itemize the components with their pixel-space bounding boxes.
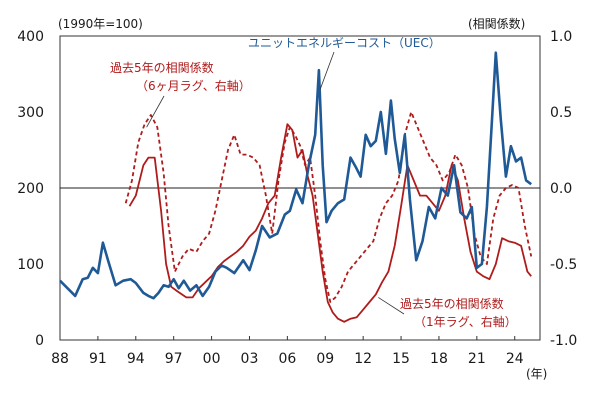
x-axis-tick-label: 09 [316,351,334,367]
annotation-6m-lag-line1: 過去5年の相関係数 [110,60,214,75]
x-axis-tick-label: 91 [89,351,107,367]
annotation-uec: ユニットエネルギーコスト（UEC） [248,36,441,90]
x-axis-tick-label: 03 [241,351,259,367]
right-axis-tick-label: -1.0 [550,333,577,349]
right-axis-tick-label: -0.5 [550,257,577,273]
series-corr-6m-lag-line [124,111,533,303]
x-axis-tick-label: 12 [354,351,372,367]
x-axis-tick-label: 21 [468,351,486,367]
annotation-6m-lag: 過去5年の相関係数 （6ヶ月ラグ、右軸） [110,60,251,128]
x-axis-tick-label: 94 [127,351,145,367]
annotation-1y-lag-line2: （1年ラグ、右軸） [414,314,517,329]
right-axis-tick-label: 0.5 [550,105,572,121]
annotation-6m-lag-leader [146,95,165,128]
left-axis-unit-label: (1990年=100) [58,17,143,31]
annotation-uec-text: ユニットエネルギーコスト（UEC） [248,36,441,50]
x-axis-tick-label: 24 [506,351,524,367]
left-axis-tick-label: 100 [17,257,44,273]
x-axis-tick-label: 18 [430,351,448,367]
left-axis-tick-label: 300 [17,105,44,121]
x-axis-tick-label: 00 [203,351,221,367]
left-axis-ticks: 0 100 200 300 400 [17,29,44,349]
left-axis-tick-label: 400 [17,29,44,45]
annotation-1y-lag-line1: 過去5年の相関係数 [400,296,504,311]
x-axis-ticks: 88 91 94 97 00 03 06 09 12 15 18 21 24 [51,336,524,367]
x-axis-tick-label: 88 [51,351,69,367]
right-axis-tick-label: 1.0 [550,29,572,45]
x-axis-unit-label: (年) [526,367,547,381]
x-axis-tick-label: 06 [278,351,296,367]
annotation-1y-lag: 過去5年の相関係数 （1年ラグ、右軸） [378,296,517,329]
series-uec-line [59,51,532,300]
x-axis-tick-label: 15 [392,351,410,367]
right-axis-tick-label: 0.0 [550,181,572,197]
annotation-1y-lag-leader [378,297,405,315]
left-axis-tick-label: 200 [17,181,44,197]
x-axis-tick-label: 97 [165,351,183,367]
series-layer [59,51,533,323]
annotation-6m-lag-line2: （6ヶ月ラグ、右軸） [136,78,251,93]
annotation-uec-leader [319,51,335,90]
left-axis-tick-label: 0 [35,333,44,349]
right-axis-unit-label: (相関係数) [468,16,525,31]
right-axis-ticks: -1.0 -0.5 0.0 0.5 1.0 [550,29,577,349]
series-corr-1y-lag-line [128,123,532,323]
